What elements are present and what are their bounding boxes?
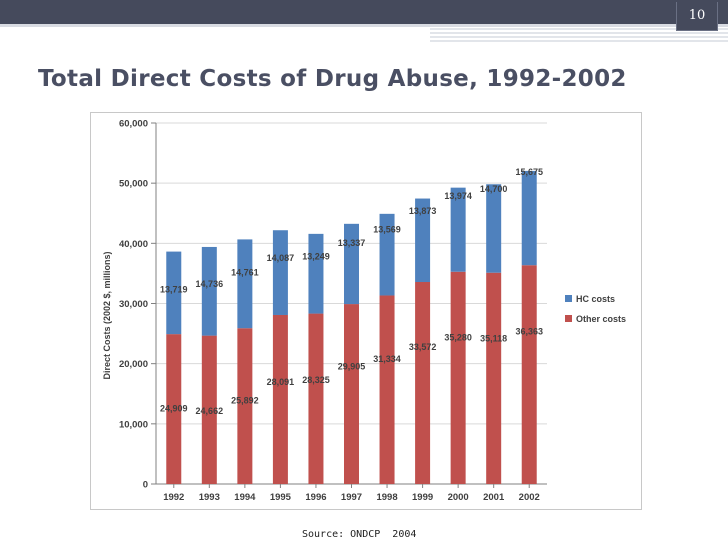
y-tick-label: 30,000	[119, 299, 148, 310]
bar-hc-2002	[521, 170, 537, 266]
bar-hc-1997	[344, 223, 359, 305]
data-label-other: 28,091	[267, 377, 295, 387]
bar-hc-1994	[237, 239, 253, 329]
x-tick-label: 2001	[483, 492, 505, 503]
data-label-other: 24,909	[160, 404, 188, 414]
data-label-hc: 13,569	[373, 225, 401, 235]
bar-other-2002	[521, 265, 537, 484]
bar-other-1999	[415, 282, 431, 484]
data-label-hc: 14,736	[196, 279, 224, 289]
data-label-hc: 14,700	[480, 184, 508, 194]
data-label-other: 35,118	[480, 333, 507, 343]
legend-label: HC costs	[576, 294, 615, 304]
header-bar	[0, 0, 728, 24]
slide-title: Total Direct Costs of Drug Abuse, 1992-2…	[38, 66, 627, 92]
x-tick-label: 1999	[412, 492, 433, 503]
chart-frame	[90, 112, 642, 510]
data-label-hc: 13,719	[160, 285, 188, 295]
stacked-bar-chart: 0 10,000 20,000 30,000 40,000 50,000 60,000 Dir…	[102, 119, 626, 504]
y-tick-label: 0	[143, 480, 148, 491]
data-label-hc: 14,087	[267, 253, 295, 263]
source-note: Source: ONDCP 2004	[302, 529, 417, 540]
y-tick-label: 60,000	[119, 119, 148, 130]
data-label-other: 33,572	[409, 342, 437, 352]
slide-number: 10	[676, 2, 718, 31]
data-label-other: 28,325	[302, 375, 330, 385]
bar-hc-2001	[486, 184, 502, 273]
legend-label: Other costs	[576, 314, 626, 324]
bar-hc-2000	[450, 187, 466, 272]
data-label-other: 29,905	[338, 362, 366, 372]
legend-swatch	[565, 315, 572, 322]
bar-other-1998	[379, 295, 395, 484]
bar-other-1996	[308, 313, 324, 484]
header-divider	[0, 24, 728, 27]
x-tick-label: 1995	[270, 492, 292, 503]
x-tick-label: 1993	[199, 492, 220, 503]
bar-other-2000	[450, 271, 466, 484]
y-tick-label: 40,000	[119, 239, 148, 250]
data-label-other: 36,363	[515, 327, 543, 337]
x-tick-label: 1997	[341, 492, 362, 503]
data-label-hc: 13,249	[302, 251, 330, 261]
y-axis-title: Direct Costs (2002 $, millions)	[102, 251, 112, 379]
y-tick-label: 10,000	[119, 419, 148, 430]
bar-hc-1992	[166, 251, 182, 335]
bar-hc-1998	[379, 213, 395, 296]
x-tick-label: 2002	[519, 492, 540, 503]
bar-other-2001	[486, 272, 502, 484]
data-label-other: 24,662	[196, 406, 224, 416]
bar-other-1992	[166, 334, 182, 484]
bar-other-1994	[237, 328, 253, 484]
bar-hc-1996	[308, 233, 324, 314]
x-tick-label: 1996	[305, 492, 326, 503]
data-label-hc: 13,337	[338, 238, 366, 248]
x-tick-label: 1992	[163, 492, 184, 503]
bar-other-1995	[272, 314, 288, 484]
data-label-hc: 15,675	[515, 167, 543, 177]
bar-other-1993	[201, 335, 217, 484]
data-label-hc: 13,974	[444, 191, 472, 201]
y-tick-label: 20,000	[119, 359, 148, 370]
bar-hc-1995	[272, 230, 288, 315]
y-tick-label: 50,000	[119, 179, 148, 190]
x-tick-label: 1994	[234, 492, 256, 503]
bar-other-1997	[344, 304, 359, 484]
legend-swatch	[565, 295, 572, 302]
x-tick-label: 1998	[376, 492, 397, 503]
x-tick-label: 2000	[448, 492, 469, 503]
data-label-hc: 14,761	[231, 267, 259, 277]
data-label-other: 31,334	[373, 354, 401, 364]
header-accent-stripes	[430, 28, 728, 42]
data-label-hc: 13,873	[409, 206, 437, 216]
data-label-other: 35,280	[444, 333, 472, 343]
bar-hc-1993	[201, 246, 217, 336]
data-label-other: 25,892	[231, 395, 259, 405]
bar-hc-1999	[415, 198, 431, 283]
